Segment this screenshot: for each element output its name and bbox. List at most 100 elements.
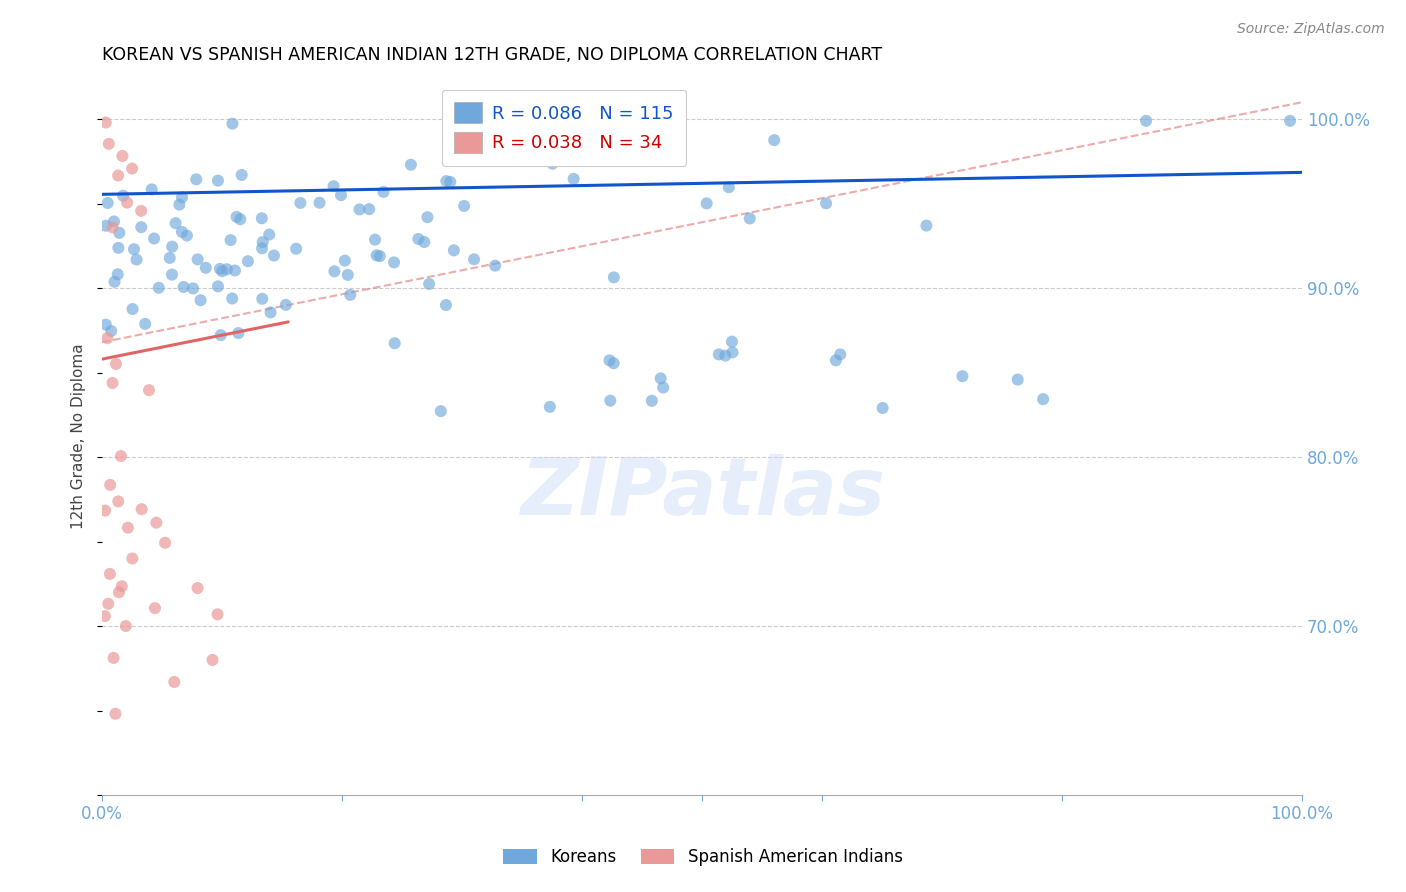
Point xyxy=(129,220,152,235)
Point xyxy=(872,401,894,415)
Point xyxy=(336,268,359,282)
Point xyxy=(94,115,117,129)
Point xyxy=(108,585,131,599)
Point xyxy=(290,195,312,210)
Point xyxy=(207,607,229,622)
Text: ZIPatlas: ZIPatlas xyxy=(520,454,884,533)
Point xyxy=(186,172,208,186)
Point xyxy=(434,174,457,188)
Point xyxy=(382,255,405,269)
Point xyxy=(105,357,128,371)
Point xyxy=(103,214,125,228)
Point xyxy=(160,268,183,282)
Point xyxy=(1032,392,1054,406)
Point xyxy=(225,210,247,224)
Point xyxy=(97,196,120,211)
Point xyxy=(134,317,156,331)
Point xyxy=(129,203,152,218)
Point xyxy=(364,233,387,247)
Point xyxy=(209,328,232,343)
Point xyxy=(322,179,344,194)
Point xyxy=(228,326,250,340)
Point xyxy=(114,619,136,633)
Point xyxy=(274,298,297,312)
Point xyxy=(602,356,624,370)
Point xyxy=(498,151,520,165)
Point xyxy=(187,581,209,595)
Point xyxy=(117,521,139,535)
Point xyxy=(252,235,274,249)
Point xyxy=(359,202,381,216)
Point xyxy=(224,263,246,277)
Point xyxy=(170,225,193,239)
Point xyxy=(541,156,564,170)
Text: KOREAN VS SPANISH AMERICAN INDIAN 12TH GRADE, NO DIPLOMA CORRELATION CHART: KOREAN VS SPANISH AMERICAN INDIAN 12TH G… xyxy=(103,46,883,64)
Point xyxy=(145,516,167,530)
Point xyxy=(707,347,730,361)
Point xyxy=(94,503,117,517)
Point xyxy=(825,353,848,368)
Point xyxy=(103,651,125,665)
Point xyxy=(950,369,973,384)
Point xyxy=(201,653,224,667)
Point xyxy=(98,566,121,581)
Point xyxy=(159,251,181,265)
Point xyxy=(143,601,166,615)
Point xyxy=(1135,113,1157,128)
Point xyxy=(97,136,120,151)
Point xyxy=(384,336,406,351)
Point xyxy=(176,228,198,243)
Point xyxy=(453,199,475,213)
Point xyxy=(696,196,718,211)
Point xyxy=(94,318,117,332)
Point xyxy=(121,301,143,316)
Point xyxy=(650,371,672,385)
Point xyxy=(714,349,737,363)
Point xyxy=(104,706,127,721)
Point xyxy=(101,220,124,235)
Point xyxy=(308,195,330,210)
Point xyxy=(484,259,506,273)
Point xyxy=(169,197,191,211)
Point xyxy=(94,219,117,233)
Point xyxy=(408,232,430,246)
Point xyxy=(418,277,440,291)
Point xyxy=(598,353,620,368)
Point xyxy=(101,376,124,390)
Point xyxy=(763,133,786,147)
Legend: Koreans, Spanish American Indians: Koreans, Spanish American Indians xyxy=(496,842,910,873)
Point xyxy=(107,241,129,255)
Point xyxy=(163,675,186,690)
Point xyxy=(416,210,439,224)
Point xyxy=(263,248,285,262)
Point xyxy=(259,305,281,319)
Point xyxy=(285,242,308,256)
Point xyxy=(121,161,143,176)
Point xyxy=(141,182,163,196)
Point xyxy=(830,347,852,361)
Point xyxy=(221,117,243,131)
Point xyxy=(339,288,361,302)
Point xyxy=(190,293,212,308)
Point xyxy=(229,212,252,227)
Point xyxy=(108,226,131,240)
Point xyxy=(107,169,129,183)
Point xyxy=(211,264,233,278)
Point xyxy=(107,494,129,508)
Point xyxy=(112,188,135,202)
Point xyxy=(160,239,183,253)
Point xyxy=(231,168,253,182)
Point xyxy=(366,248,388,262)
Point xyxy=(98,478,121,492)
Point xyxy=(413,235,436,249)
Point xyxy=(538,400,561,414)
Point xyxy=(148,281,170,295)
Point xyxy=(430,404,453,418)
Point xyxy=(609,108,631,122)
Point xyxy=(219,233,242,247)
Point xyxy=(439,175,461,189)
Point xyxy=(111,149,134,163)
Point xyxy=(399,158,422,172)
Point xyxy=(815,196,838,211)
Point xyxy=(641,393,664,408)
